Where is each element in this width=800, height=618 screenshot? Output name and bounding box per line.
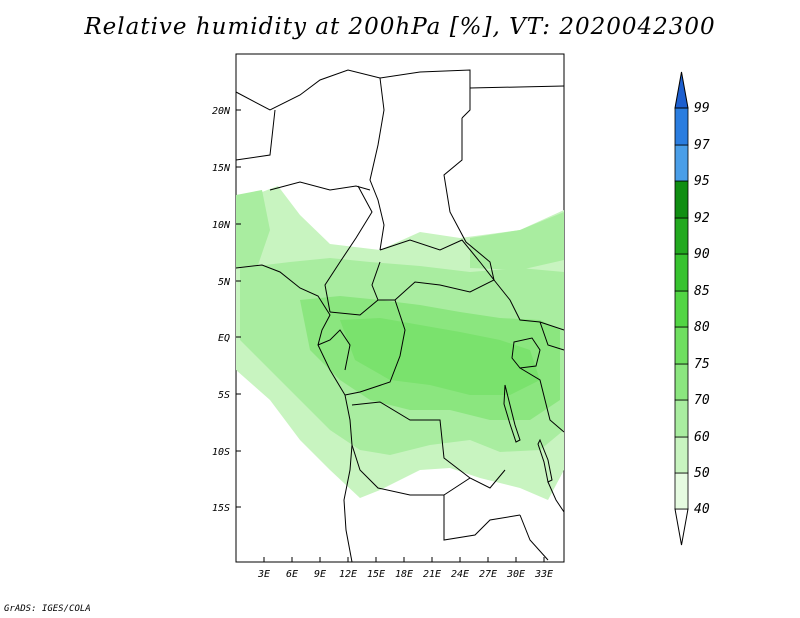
lon-label: 6E	[286, 569, 298, 580]
colorbar-segment	[674, 290, 689, 328]
shade-west	[236, 190, 270, 268]
colorbar: 40 50 60 70 75 80 85 90 92 95 97 99	[674, 71, 710, 546]
colorbar-label: 60	[694, 430, 710, 445]
lat-label: 15S	[212, 503, 230, 514]
lake-tanganyika	[503, 384, 521, 443]
colorbar-label: 40	[694, 502, 710, 517]
border-congo	[329, 299, 406, 396]
border-east	[493, 279, 565, 331]
coastline-west	[235, 264, 353, 563]
lon-label: 27E	[479, 569, 497, 580]
lon-label: 18E	[395, 569, 413, 580]
lat-label: 10S	[212, 447, 230, 458]
border-niger	[235, 109, 276, 161]
footer-credit: GrADS: IGES/COLA	[4, 604, 91, 614]
border-gabon	[317, 329, 351, 371]
lon-label: 15E	[367, 569, 385, 580]
border-zimbabwe	[519, 514, 549, 561]
colorbar-segment	[674, 472, 689, 510]
border-drc-south	[351, 401, 506, 489]
colorbar-label: 90	[694, 247, 710, 262]
border-nigeria	[269, 181, 371, 191]
border-sudan-east	[443, 118, 495, 281]
colorbar-label: 97	[694, 138, 710, 153]
border-chad-sudan	[369, 77, 385, 251]
border-mozambique	[547, 481, 565, 513]
colorbar-label: 85	[694, 284, 710, 299]
lon-label: 24E	[451, 569, 469, 580]
colorbar-segment	[674, 436, 689, 474]
lon-label: 21E	[423, 569, 441, 580]
lat-label: EQ	[218, 333, 230, 344]
colorbar-label: 92	[694, 211, 710, 226]
lon-label: 12E	[339, 569, 357, 580]
border-libya-chad	[235, 69, 471, 119]
lon-axis: 3E 6E 9E 12E 15E 18E 21E 24E 27E 30E 33E	[257, 557, 553, 580]
lat-label: 5N	[218, 277, 231, 288]
colorbar-segment	[674, 253, 689, 292]
lat-label: 20N	[212, 106, 231, 117]
lon-label: 33E	[534, 569, 553, 580]
shade-top	[340, 318, 540, 395]
colorbar-label: 80	[694, 320, 710, 335]
chart-title: Relative humidity at 200hPa [%], VT: 202…	[84, 14, 716, 40]
colorbar-label: 95	[694, 174, 710, 189]
lon-label: 30E	[506, 569, 525, 580]
lon-label: 3E	[257, 569, 270, 580]
colorbar-segment	[674, 144, 689, 182]
colorbar-segment	[674, 217, 689, 255]
map-borders	[235, 69, 565, 563]
lat-axis: 20N 15N 10N 5N EQ 5S 10S 15S	[212, 106, 241, 514]
lake-victoria	[511, 337, 541, 369]
colorbar-label: 75	[694, 357, 710, 372]
border-cameroon	[324, 185, 373, 313]
colorbar-segment	[674, 363, 689, 401]
colorbar-label: 99	[694, 101, 710, 116]
colorbar-segment	[674, 326, 689, 365]
lat-label: 5S	[218, 390, 230, 401]
lon-label: 9E	[314, 569, 326, 580]
colorbar-top-arrow	[674, 71, 689, 109]
colorbar-segment	[674, 399, 689, 438]
colorbar-bottom-arrow	[674, 508, 689, 546]
border-zambia	[443, 477, 471, 496]
humidity-shading	[236, 186, 564, 500]
colorbar-segment	[674, 180, 689, 219]
border-egypt-sudan	[469, 85, 565, 89]
colorbar-label: 50	[694, 466, 710, 481]
colorbar-label: 70	[694, 393, 710, 408]
lat-label: 10N	[212, 220, 231, 231]
border-tanzania	[519, 367, 565, 433]
lat-label: 15N	[212, 163, 231, 174]
shade-northeast	[470, 212, 564, 270]
border-uganda-kenya	[539, 321, 565, 351]
colorbar-segment	[674, 107, 689, 146]
